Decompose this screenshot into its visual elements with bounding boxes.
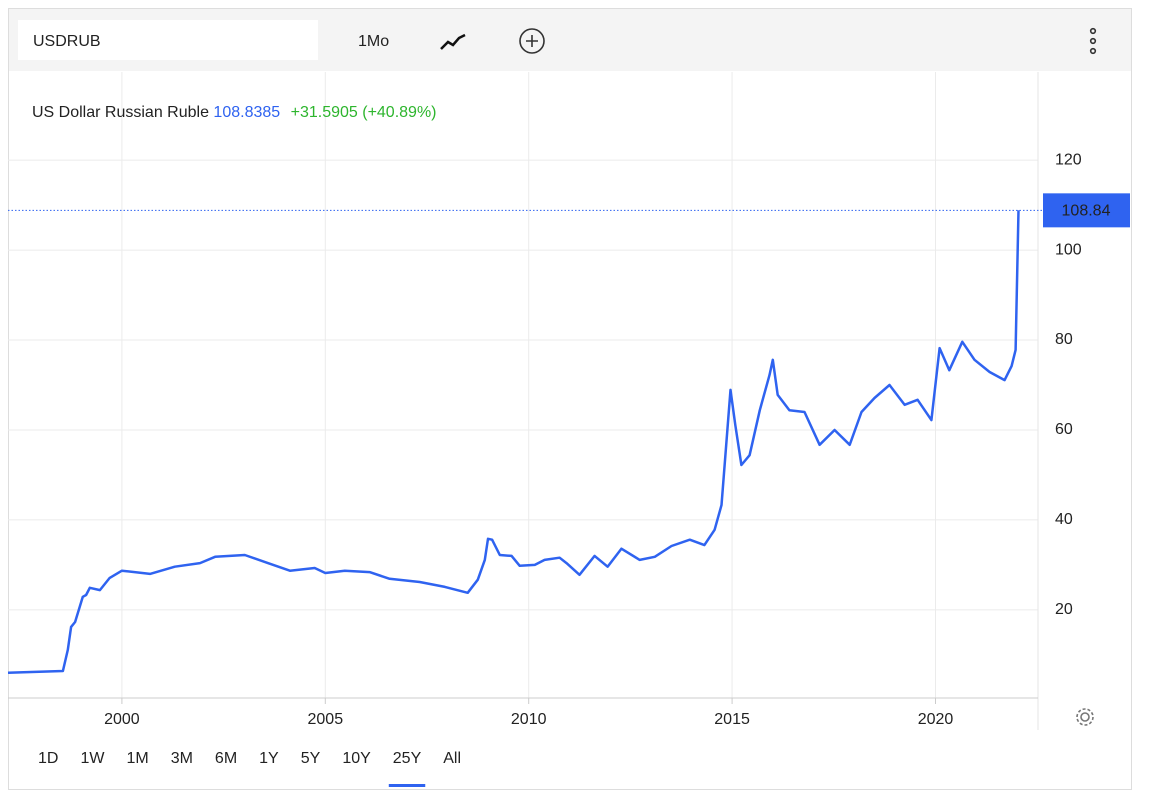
x-tick-label: 2010 xyxy=(511,711,547,728)
change: +31.5905 (+40.89%) xyxy=(291,104,437,121)
chart-title: US Dollar Russian Ruble 108.8385 +31.590… xyxy=(32,104,437,121)
menu-icon[interactable] xyxy=(1089,27,1097,55)
y-tick-label: 40 xyxy=(1055,511,1073,528)
y-tick-label: 100 xyxy=(1055,241,1082,258)
range-button[interactable]: 1M xyxy=(126,750,148,767)
x-tick-label: 2020 xyxy=(918,711,954,728)
settings-icon[interactable] xyxy=(1076,708,1094,726)
x-tick-label: 2000 xyxy=(104,711,140,728)
frame xyxy=(8,8,1132,790)
active-underline xyxy=(388,784,426,787)
y-tick-label: 20 xyxy=(1055,601,1073,618)
symbol: USDRUB xyxy=(33,33,101,50)
range-button[interactable]: 1W xyxy=(80,750,105,767)
x-tick-label: 2015 xyxy=(714,711,750,728)
symbol-input[interactable] xyxy=(18,20,318,60)
price: 108.8385 xyxy=(213,104,280,121)
range-button[interactable]: 1Y xyxy=(259,750,279,767)
range-button[interactable]: All xyxy=(443,750,461,767)
y-tick-label: 120 xyxy=(1055,151,1082,168)
y-tick-label: 80 xyxy=(1055,331,1073,348)
y-tick-label: 60 xyxy=(1055,421,1073,438)
range-button[interactable]: 3M xyxy=(171,750,193,767)
range-button[interactable]: 1D xyxy=(38,750,58,767)
last-price-label: 108.84 xyxy=(1062,203,1111,220)
grid: 20 40 60 80 100 120 2000 2005 2010 2015 2020 xyxy=(8,72,1082,728)
add-icon[interactable] xyxy=(519,28,545,54)
range-button[interactable]: 25Y xyxy=(393,750,422,767)
chart-type-icon[interactable] xyxy=(440,33,466,50)
range-bar: 1D 1W 1M 3M 6M 1Y 5Y 10Y 25Y All xyxy=(38,750,461,787)
plot: 108.84 xyxy=(7,193,1130,675)
interval[interactable]: 1Mo xyxy=(358,33,389,50)
x-tick-label: 2005 xyxy=(308,711,344,728)
range-button[interactable]: 6M xyxy=(215,750,237,767)
range-button[interactable]: 5Y xyxy=(301,750,321,767)
last-price-tag xyxy=(1043,193,1130,228)
title: US Dollar Russian Ruble xyxy=(32,104,209,121)
price-line xyxy=(7,210,1020,675)
range-button[interactable]: 10Y xyxy=(342,750,371,767)
add-icon-plus xyxy=(526,35,538,47)
